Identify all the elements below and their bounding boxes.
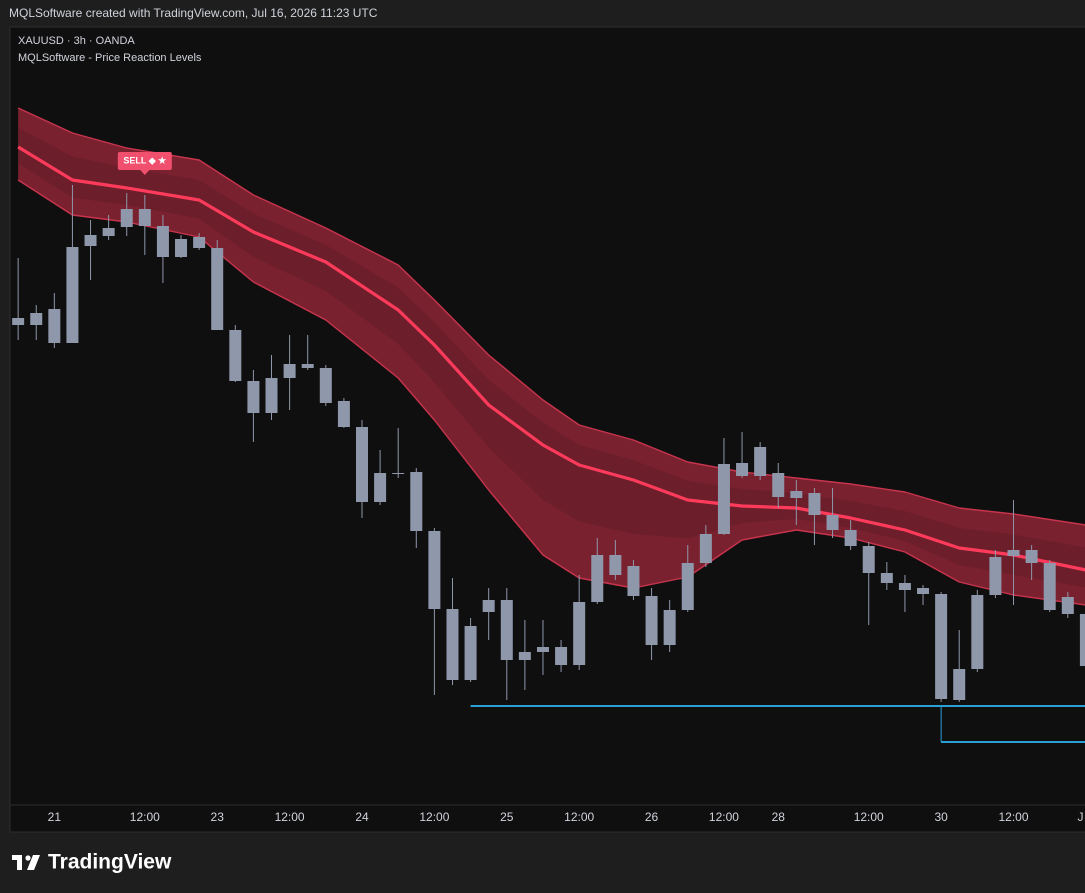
candle-body [355, 427, 368, 502]
candle-body [663, 610, 676, 645]
band-inner [18, 127, 1085, 588]
candle-body [229, 330, 242, 381]
candle-body [446, 609, 459, 680]
candle-body [84, 235, 97, 246]
candle-body [609, 555, 622, 575]
candle-body [301, 364, 314, 368]
candle-body [917, 588, 930, 594]
candle-body [392, 473, 405, 474]
band-lower [17, 179, 1085, 606]
band-middle [17, 145, 1085, 572]
candle-body [826, 515, 839, 530]
candle-body [772, 473, 785, 497]
band-upper [17, 107, 1085, 526]
candle-body [555, 647, 568, 665]
x-tick-label: 12:00 [564, 810, 594, 824]
candle-body [1061, 597, 1074, 614]
candle-body [482, 600, 495, 612]
candle-body [247, 381, 260, 413]
candle-body [102, 228, 115, 236]
candle-body [971, 595, 984, 669]
candle-body [953, 669, 966, 700]
logo-part [17, 855, 22, 870]
logo-part [27, 855, 40, 870]
x-tick-label: 23 [211, 810, 225, 824]
candle-body [30, 313, 43, 325]
x-tick-label: 12:00 [709, 810, 739, 824]
x-tick-label: 28 [772, 810, 786, 824]
candle-body [12, 318, 25, 325]
logo-part [25, 855, 31, 861]
candle-body [717, 464, 730, 534]
x-tick-label: J [1077, 810, 1083, 824]
candle-body [66, 247, 79, 343]
candle-body [645, 596, 658, 645]
candle-body [374, 473, 387, 502]
candle-body [989, 557, 1002, 595]
candle-body [156, 226, 169, 257]
candle-body [518, 652, 531, 660]
indicator-label: MQLSoftware - Price Reaction Levels [18, 52, 202, 64]
candle-body [681, 563, 694, 610]
x-tick-label: 30 [934, 810, 948, 824]
candle-body [319, 368, 332, 403]
candle-body [808, 493, 821, 515]
candle-body [880, 573, 893, 583]
plot-layer: SELL ◆ ★ [12, 107, 1085, 743]
sell-label-pointer [139, 169, 150, 175]
x-tick-label: 21 [48, 810, 62, 824]
candle-body [138, 209, 151, 226]
candle-body [464, 626, 477, 680]
candle-body [428, 531, 441, 609]
x-tick-label: 24 [355, 810, 369, 824]
x-tick-label: 12:00 [130, 810, 160, 824]
sell-label-bg [117, 152, 172, 170]
header-title: MQLSoftware created with TradingView.com… [9, 6, 378, 20]
brand: TradingView [48, 851, 172, 874]
candle-body [790, 491, 803, 498]
candle-body [410, 472, 423, 531]
candle-body [337, 401, 350, 427]
x-tick-label: 12:00 [854, 810, 884, 824]
candle-body [536, 647, 549, 652]
candle-body [120, 209, 133, 227]
candle-body [48, 309, 61, 343]
sell-label: SELL ◆ ★ [123, 155, 167, 165]
candle-body [283, 364, 296, 378]
candle-body [935, 594, 948, 699]
candle-body [844, 530, 857, 546]
candle-body [862, 546, 875, 573]
candle-body [627, 566, 640, 596]
candle-body [754, 447, 767, 476]
candle-body [175, 239, 188, 257]
candle-body [193, 237, 206, 248]
candle-body [1025, 550, 1038, 563]
candle-body [591, 555, 604, 602]
candle-body [1007, 550, 1020, 556]
candle-body [1079, 614, 1085, 666]
candle-body [500, 600, 513, 660]
candle-body [211, 248, 224, 330]
symbol-label: XAUUSD · 3h · OANDA [18, 35, 135, 47]
x-tick-label: 12:00 [275, 810, 305, 824]
candle-body [699, 534, 712, 563]
candle-body [1043, 563, 1056, 610]
candle-body [573, 602, 586, 665]
x-tick-label: 12:00 [998, 810, 1028, 824]
x-tick-label: 12:00 [419, 810, 449, 824]
candle-body [265, 378, 278, 413]
tv-logo [12, 855, 40, 870]
x-tick-label: 26 [645, 810, 659, 824]
candle-body [736, 463, 749, 476]
candle-body [898, 583, 911, 590]
x-tick-label: 25 [500, 810, 514, 824]
